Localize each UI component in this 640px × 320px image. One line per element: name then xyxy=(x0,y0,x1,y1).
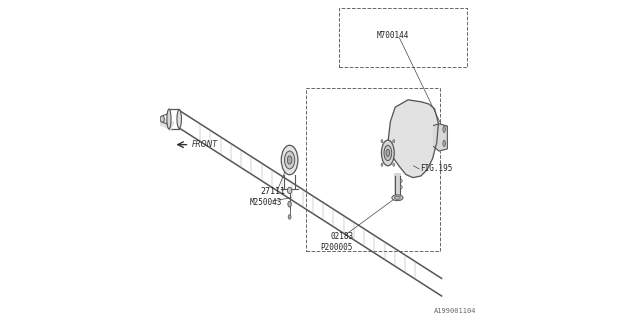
Text: FIG.195: FIG.195 xyxy=(420,164,452,173)
Text: M700144: M700144 xyxy=(377,31,409,40)
Bar xyxy=(339,8,467,67)
Ellipse shape xyxy=(285,151,295,169)
Bar xyxy=(306,88,440,251)
Ellipse shape xyxy=(287,156,292,164)
Ellipse shape xyxy=(282,145,298,175)
Text: A199001104: A199001104 xyxy=(435,308,477,314)
Ellipse shape xyxy=(160,116,164,122)
Text: FRONT: FRONT xyxy=(192,140,218,149)
Ellipse shape xyxy=(386,149,390,156)
Ellipse shape xyxy=(393,140,395,143)
Ellipse shape xyxy=(381,140,383,143)
Text: M250043: M250043 xyxy=(250,198,282,207)
Ellipse shape xyxy=(392,195,403,201)
Ellipse shape xyxy=(167,109,171,129)
Ellipse shape xyxy=(288,201,291,207)
Ellipse shape xyxy=(381,163,383,166)
Ellipse shape xyxy=(394,196,401,199)
Ellipse shape xyxy=(443,140,445,147)
Ellipse shape xyxy=(177,110,182,128)
Ellipse shape xyxy=(393,163,395,166)
Ellipse shape xyxy=(288,215,291,219)
Text: 02183: 02183 xyxy=(331,232,354,241)
Ellipse shape xyxy=(384,145,392,161)
Polygon shape xyxy=(387,100,438,178)
Polygon shape xyxy=(434,124,447,151)
Text: 27111: 27111 xyxy=(260,188,285,196)
Text: P200005: P200005 xyxy=(320,243,352,252)
Ellipse shape xyxy=(287,187,292,194)
Ellipse shape xyxy=(443,126,445,132)
Ellipse shape xyxy=(401,179,402,182)
Ellipse shape xyxy=(401,186,402,189)
Ellipse shape xyxy=(381,140,394,166)
